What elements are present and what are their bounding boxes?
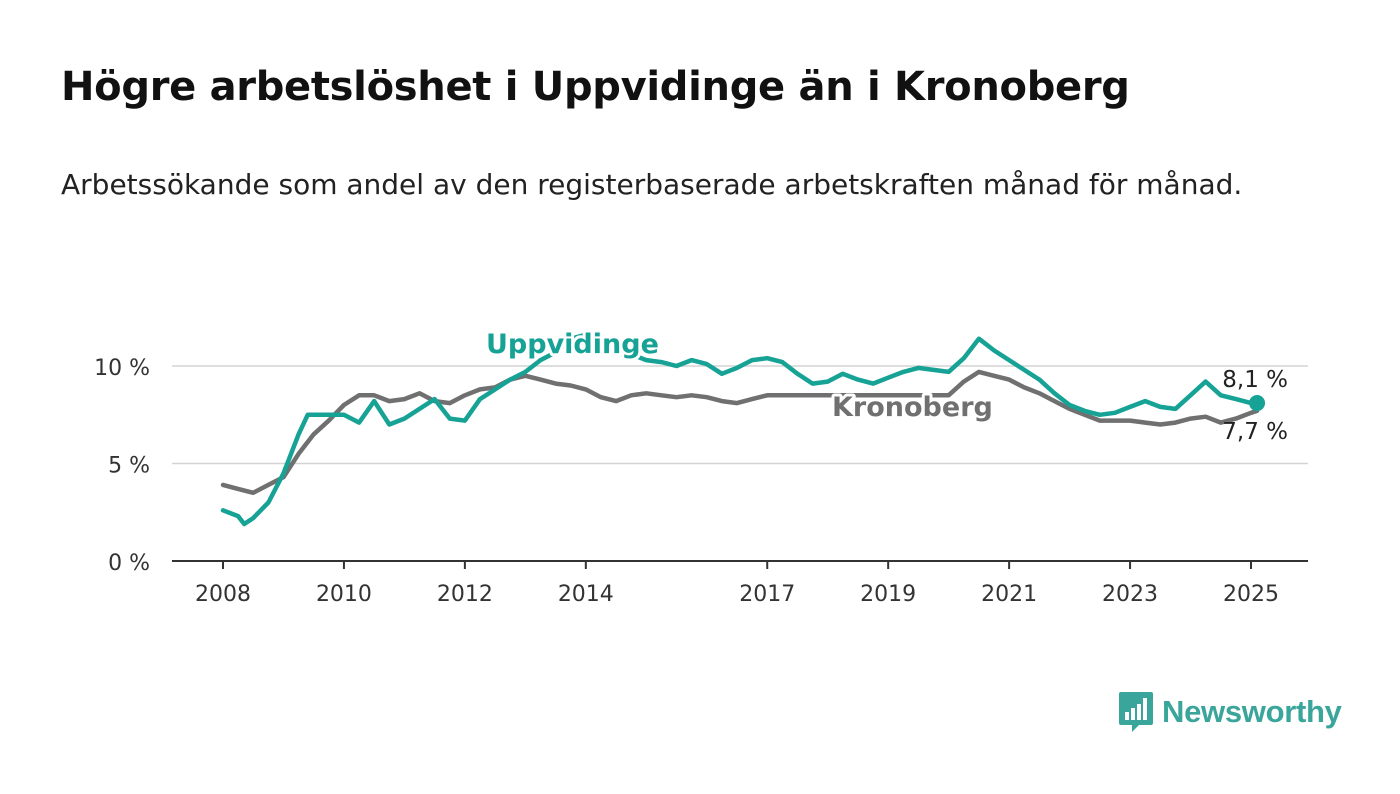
series-label-uppvidinge: Uppvidinge bbox=[486, 329, 659, 360]
series-lines bbox=[220, 332, 1266, 527]
bar-chart-speech-bubble-icon bbox=[1119, 692, 1153, 732]
x-tick-label: 2010 bbox=[316, 582, 372, 607]
x-tick-label: 2021 bbox=[981, 582, 1037, 607]
brand-name: Newsworthy bbox=[1162, 694, 1342, 729]
y-tick-label: 10 % bbox=[94, 356, 150, 381]
series-line-uppvidinge bbox=[220, 332, 1260, 527]
series-labels: Uppvidinge Kronoberg 8,1 % 7,7 % bbox=[483, 326, 1288, 445]
end-value-uppvidinge: 8,1 % bbox=[1222, 367, 1288, 393]
x-tick-label: 2023 bbox=[1102, 582, 1158, 607]
chart-title: Högre arbetslöshet i Uppvidinge än i Kro… bbox=[61, 64, 1130, 110]
x-tick-label: 2017 bbox=[739, 582, 795, 607]
x-tick-label: 2014 bbox=[558, 582, 614, 607]
x-tick-label: 2012 bbox=[437, 582, 493, 607]
x-tick-label: 2008 bbox=[195, 582, 251, 607]
y-tick-label: 0 % bbox=[108, 551, 150, 576]
x-tick-label: 2025 bbox=[1223, 582, 1279, 607]
series-label-kronoberg: Kronoberg bbox=[832, 392, 993, 423]
y-tick-label: 5 % bbox=[108, 454, 150, 479]
newsworthy-logo: Newsworthy bbox=[1118, 690, 1342, 734]
chart-subtitle: Arbetssökande som andel av den registerb… bbox=[61, 168, 1243, 201]
series-line-kronoberg bbox=[220, 369, 1260, 496]
x-axis-ticks: 2008 2010 2012 2014 2017 2019 2021 2023 2025 bbox=[195, 561, 1279, 607]
x-tick-label: 2019 bbox=[860, 582, 916, 607]
end-value-kronoberg: 7,7 % bbox=[1222, 419, 1288, 445]
end-point-uppvidinge bbox=[1249, 395, 1266, 412]
y-axis-tick-labels: 0 % 5 % 10 % bbox=[94, 356, 150, 576]
